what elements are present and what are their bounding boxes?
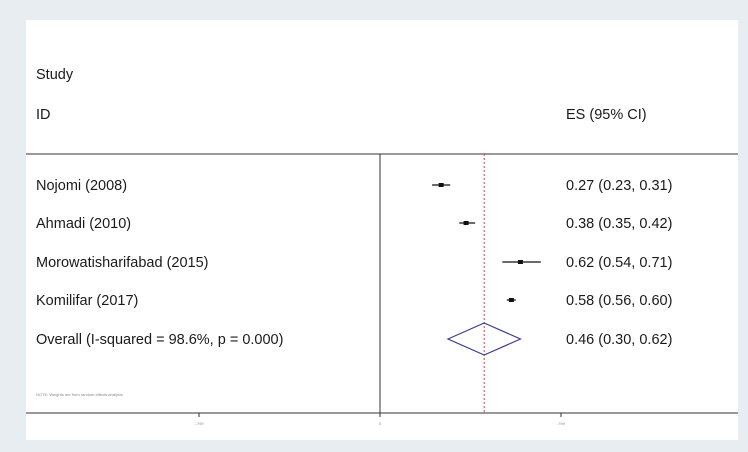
overall-name: Overall (I-squared = 98.6%, p = 0.000) (36, 332, 283, 348)
x-tick-label: .799 (557, 421, 566, 426)
forest-plot: Study ID ES (95% CI) NOTE: Weights are f… (26, 67, 738, 426)
study-name: Ahmadi (2010) (36, 216, 131, 232)
x-tick-label: -.799 (194, 421, 204, 426)
study-header: Study (36, 67, 74, 83)
overall-diamond (446, 322, 522, 356)
study-point-estimate (438, 183, 444, 187)
study-es-label: 0.27 (0.23, 0.31) (566, 178, 672, 194)
study-point-estimate (517, 260, 523, 264)
es-header: ES (95% CI) (566, 107, 647, 123)
study-name: Nojomi (2008) (36, 178, 127, 194)
study-point-estimate (463, 221, 469, 225)
study-es-label: 0.58 (0.56, 0.60) (566, 293, 672, 309)
footnote: NOTE: Weights are from random effects an… (36, 392, 123, 397)
id-header: ID (36, 107, 51, 123)
study-name: Morowatisharifabad (2015) (36, 255, 208, 271)
study-name: Komilifar (2017) (36, 293, 138, 309)
study-es-label: 0.38 (0.35, 0.42) (566, 216, 672, 232)
study-point-estimate (508, 298, 514, 302)
x-axis: -.799 0 .799 (26, 154, 738, 426)
overall-es-label: 0.46 (0.30, 0.62) (566, 332, 672, 348)
study-es-label: 0.62 (0.54, 0.71) (566, 255, 672, 271)
x-tick-label: 0 (379, 421, 382, 426)
forest-plot-panel: Study ID ES (95% CI) NOTE: Weights are f… (26, 20, 738, 440)
study-rows: Nojomi (2008) 0.27 (0.23, 0.31) Ahmadi (20… (36, 178, 672, 356)
